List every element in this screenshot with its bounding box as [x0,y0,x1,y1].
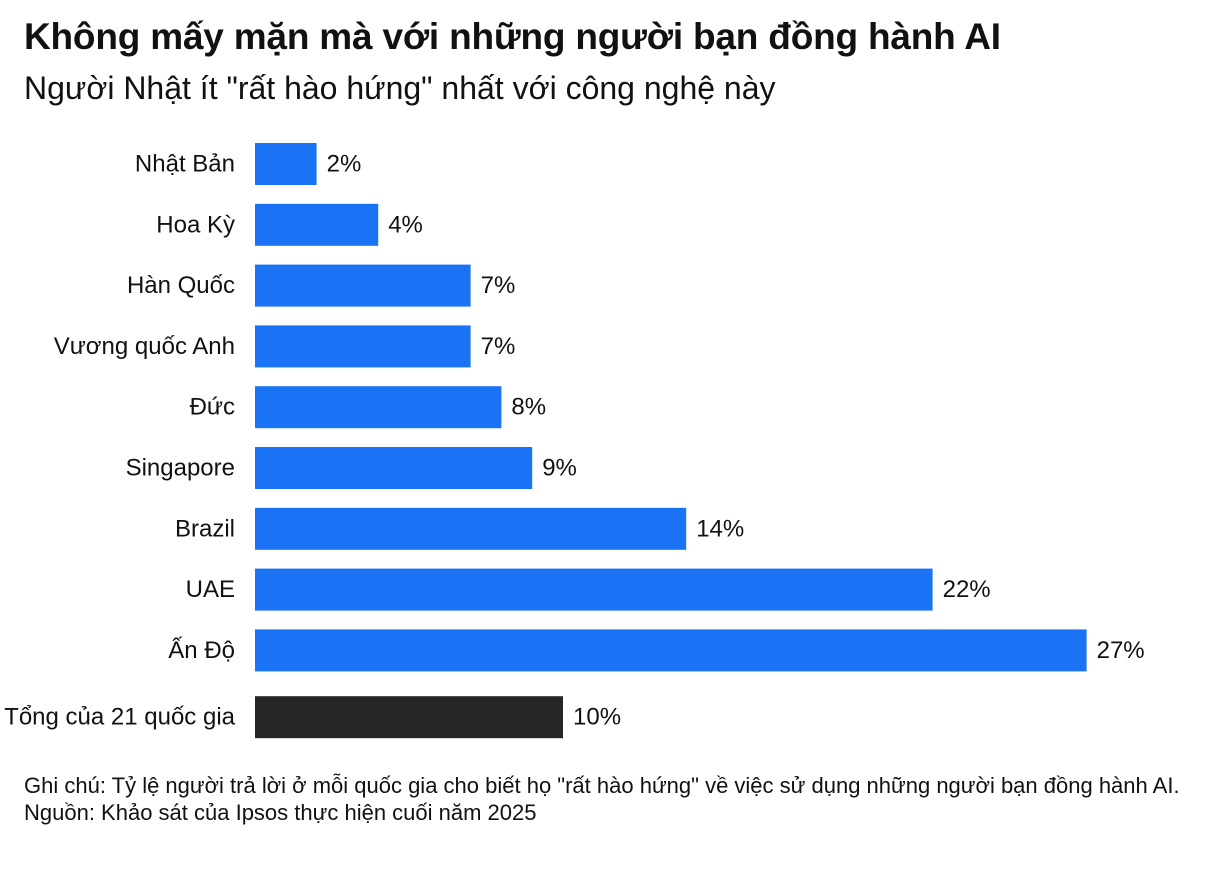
bar-chart: Nhật Bản 2% Hoa Kỳ 4% Hàn Quốc 7% Vương quốc A… [4,143,1145,739]
chart-title: Không mấy mặn mà với những người bạn đồn… [24,16,1001,57]
category-label: Ấn Độ [168,636,235,664]
value-label: 22% [943,576,991,603]
value-label: 14% [696,515,744,542]
category-label: Singapore [126,455,235,482]
bar-7 [255,568,933,611]
value-label: 2% [327,151,362,178]
bar-8 [255,629,1087,672]
bar-9 [255,696,563,739]
bar-1 [255,203,379,246]
value-label: 7% [481,333,516,360]
category-label: Vương quốc Anh [54,333,235,360]
value-label: 10% [573,704,621,731]
footer-source: Nguồn: Khảo sát của Ipsos thực hiện cuối… [24,800,537,825]
value-label: 7% [481,272,516,299]
value-label: 4% [388,211,423,238]
bar-4 [255,386,502,429]
value-label: 9% [542,455,577,482]
category-label: Tổng của 21 quốc gia [4,704,235,731]
category-label: UAE [186,576,235,603]
bar-0 [255,143,317,185]
bar-6 [255,507,687,550]
bar-3 [255,325,471,368]
category-label: Hàn Quốc [127,272,235,299]
category-label: Nhật Bản [135,151,235,178]
category-label: Hoa Kỳ [156,211,235,238]
bar-2 [255,264,471,307]
bar-5 [255,447,533,489]
category-label: Brazil [175,515,235,542]
value-label: 27% [1097,637,1145,664]
value-label: 8% [511,394,546,421]
chart-footer: Ghi chú: Tỷ lệ người trả lời ở mỗi quốc … [24,772,1194,826]
category-label: Đức [190,394,235,421]
footer-note: Ghi chú: Tỷ lệ người trả lời ở mỗi quốc … [24,773,1180,798]
chart-subtitle: Người Nhật ít "rất hào hứng" nhất với cô… [24,70,776,106]
